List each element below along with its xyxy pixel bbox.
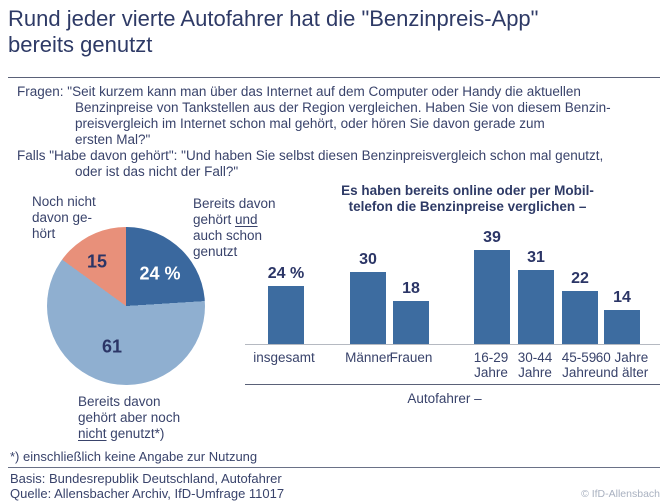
question-line: Falls "Habe davon gehört": "Und haben Si…: [17, 148, 604, 163]
category-label-60-plus: 60 Jahre und älter: [595, 350, 649, 380]
category-label-maenner: Männer: [345, 350, 391, 365]
basis-line: Basis: Bundesrepublik Deutschland, Autof…: [10, 471, 282, 486]
question-line: ersten Mal?": [75, 132, 151, 147]
bar-value-label: 22: [571, 270, 589, 288]
bar-value-label: 39: [483, 229, 501, 247]
category-label-30-44: 30-44 Jahre: [517, 350, 553, 380]
pie-value-heard-used: 24 %: [139, 263, 181, 284]
page-title: Rund jeder vierte Autofahrer hat die "Be…: [8, 6, 539, 57]
bar-value-label: 24 %: [267, 265, 305, 283]
quelle-line: Quelle: Allensbacher Archiv, IfD-Umfrage…: [10, 485, 285, 501]
source-block: Basis: Bundesrepublik Deutschland, Autof…: [10, 471, 285, 501]
pie-value-not-heard: 15: [86, 251, 108, 272]
bar-value-label: 18: [402, 279, 420, 297]
pie-label-not-heard: Noch nicht davon ge- hört: [32, 194, 96, 241]
bar-45-59: [562, 291, 598, 344]
category-label-16-29: 16-29 Jahre: [473, 350, 509, 380]
survey-question-block: Fragen: "Seit kurzem kann man über das I…: [17, 84, 611, 180]
question-line: oder ist das nicht der Fall?": [75, 164, 239, 179]
bar-frauen: [393, 300, 429, 344]
pie-value-heard-not-used: 61: [101, 336, 123, 357]
pie-label-line: Bereits davon: [193, 196, 276, 211]
footer-divider: [8, 467, 660, 468]
bar-chart-plot: 24 % 30 18 39 31 22 14: [257, 229, 660, 344]
bar-value-label: 31: [527, 248, 545, 266]
question-line: preisvergleich im Internet schon mal geh…: [75, 116, 545, 131]
pie-label-line: gehört und: [193, 212, 258, 227]
copyright: © IfD-Allensbach: [581, 488, 660, 500]
pie-label-line: nicht genutzt*): [78, 426, 165, 441]
bar-16-29: [474, 250, 510, 344]
category-label-insgesamt: insgesamt: [253, 350, 315, 365]
pie-label-heard-not-used: Bereits davon gehört aber noch nicht gen…: [78, 394, 180, 442]
bar-maenner: [350, 272, 386, 344]
bar-chart-label-divider: [245, 384, 660, 385]
question-line: Benzinpreise von Tankstellen aus der Reg…: [75, 100, 611, 115]
bar-60-plus: [604, 310, 640, 344]
pie-label-line: genutzt: [193, 244, 238, 259]
pie-label-line: auch schon: [193, 228, 263, 243]
category-label-frauen: Frauen: [389, 350, 433, 365]
pie-label-line: Bereits davon: [78, 394, 161, 409]
bar-value-label: 30: [359, 251, 377, 268]
footnote: *) einschließlich keine Angabe zur Nutzu…: [10, 449, 258, 464]
pie-label-line: gehört aber noch: [78, 410, 181, 425]
category-label-45-59: 45-59 Jahre: [561, 350, 597, 380]
bar-30-44: [518, 269, 554, 344]
pie-label-heard-used: Bereits davon gehört und auch schon genu…: [193, 196, 276, 260]
bar-insgesamt: [268, 286, 304, 344]
bar-value-label: 14: [613, 289, 631, 307]
bar-chart-x-axis-label: Autofahrer –: [407, 391, 482, 406]
bar-chart-baseline: [245, 344, 660, 345]
bar-chart-title: Es haben bereits online oder per Mobil- …: [341, 183, 594, 214]
title-divider: [8, 77, 660, 78]
pie-chart: [47, 227, 205, 385]
question-line: Fragen: "Seit kurzem kann man über das I…: [17, 84, 581, 99]
